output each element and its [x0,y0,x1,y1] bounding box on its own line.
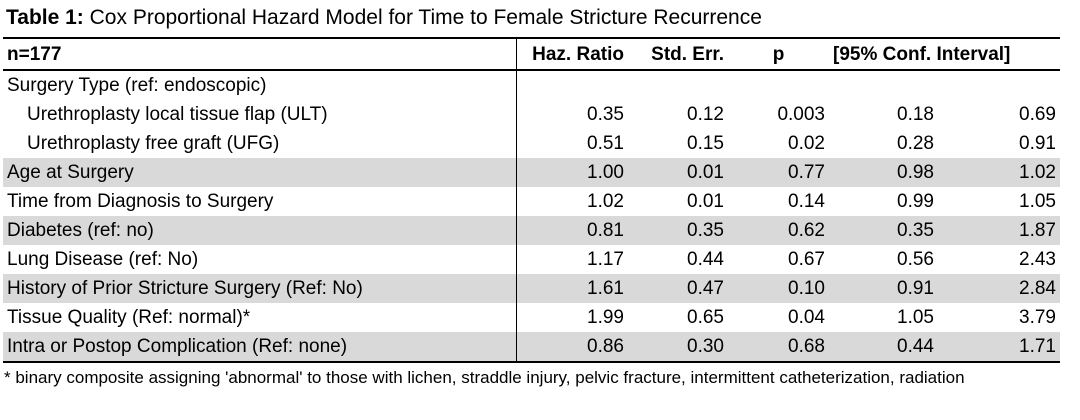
cell-ci-high [938,70,1060,100]
cell-ci-low: 0.99 [897,191,934,212]
cell-ci-high: 0.69 [1019,104,1056,125]
cell-ci-high: 1.05 [1019,191,1056,212]
header-p: p [728,37,829,71]
cell-std-err [628,70,728,100]
cell-ci-low: 0.98 [829,158,938,187]
table-row: Lung Disease (ref: No) 1.17 0.44 0.67 0.… [3,245,1060,274]
cell-ci-low: 0.18 [897,104,934,125]
cell-haz-ratio: 0.86 [516,332,628,363]
cell-std-err: 0.35 [628,216,728,245]
row-label: Urethroplasty free graft (UFG) [3,129,517,158]
row-label: Surgery Type (ref: endoscopic) [3,70,517,100]
cell-p: 0.68 [728,332,829,363]
row-label: Diabetes (ref: no) [3,216,517,245]
cell-ci-low [829,70,938,100]
cell-haz-ratio: 1.99 [587,307,624,328]
header-haz-ratio: Haz. Ratio [516,37,628,71]
cell-ci-low: 1.05 [897,307,934,328]
table-row: Age at Surgery 1.00 0.01 0.77 0.98 1.02 [3,158,1060,187]
cell-haz-ratio: 0.51 [587,133,624,154]
header-row: n=177 Haz. Ratio Std. Err. p [95% Conf. … [3,37,1060,71]
cell-ci-high: 1.71 [938,332,1060,363]
cell-std-err: 0.15 [687,133,724,154]
table-row: Intra or Postop Complication (Ref: none)… [3,332,1060,363]
table-row: Diabetes (ref: no) 0.81 0.35 0.62 0.35 1… [3,216,1060,245]
cell-std-err: 0.30 [628,332,728,363]
cell-std-err: 0.44 [687,249,724,270]
cell-ci-low: 0.56 [897,249,934,270]
cell-ci-high: 3.79 [1019,307,1056,328]
cell-ci-high: 0.91 [1019,133,1056,154]
cell-p [728,70,829,100]
table-caption: Cox Proportional Hazard Model for Time t… [89,6,762,29]
cell-haz-ratio: 1.02 [587,191,624,212]
cell-ci-high: 1.87 [938,216,1060,245]
table-row: Tissue Quality (Ref: normal)* 1.99 0.65 … [3,303,1060,332]
cell-ci-high: 2.84 [938,274,1060,303]
cell-ci-low: 0.91 [829,274,938,303]
table-number: Table 1: [6,6,84,29]
row-label: Intra or Postop Complication (Ref: none) [3,332,517,363]
cell-haz-ratio [516,70,628,100]
row-label: Time from Diagnosis to Surgery [3,187,517,216]
cell-ci-high: 1.02 [938,158,1060,187]
cell-std-err: 0.65 [687,307,724,328]
cell-haz-ratio: 1.61 [516,274,628,303]
header-std-err: Std. Err. [628,37,728,71]
row-label: Tissue Quality (Ref: normal)* [3,303,517,332]
row-label: Urethroplasty local tissue flap (ULT) [3,100,517,129]
cell-p: 0.67 [788,249,825,270]
cell-haz-ratio: 1.17 [587,249,624,270]
cell-haz-ratio: 0.35 [587,104,624,125]
table-row: Time from Diagnosis to Surgery 1.02 0.01… [3,187,1060,216]
cell-ci-low: 0.44 [829,332,938,363]
cell-p: 0.02 [788,133,825,154]
header-conf-interval: [95% Conf. Interval] [829,37,1060,71]
cell-std-err: 0.12 [687,104,724,125]
cell-std-err: 0.01 [628,158,728,187]
cell-std-err: 0.01 [687,191,724,212]
cell-p: 0.77 [728,158,829,187]
cell-p: 0.62 [728,216,829,245]
cell-p: 0.04 [788,307,825,328]
table-title: Table 1: Cox Proportional Hazard Model f… [6,5,762,31]
row-label: Age at Surgery [3,158,517,187]
row-label: Lung Disease (ref: No) [3,245,517,274]
cell-haz-ratio: 1.00 [516,158,628,187]
table-row: Urethroplasty free graft (UFG) 0.51 0.15… [3,129,1060,158]
table-row: Urethroplasty local tissue flap (ULT) 0.… [3,100,1060,129]
header-n: n=177 [3,37,517,71]
table-row: History of Prior Stricture Surgery (Ref:… [3,274,1060,303]
cell-p: 0.14 [788,191,825,212]
table-row: Surgery Type (ref: endoscopic) [3,70,1060,100]
hazard-model-table: n=177 Haz. Ratio Std. Err. p [95% Conf. … [3,37,1060,363]
cell-p: 0.10 [728,274,829,303]
cell-std-err: 0.47 [628,274,728,303]
cell-ci-low: 0.28 [897,133,934,154]
cell-haz-ratio: 0.81 [516,216,628,245]
row-label: History of Prior Stricture Surgery (Ref:… [3,274,517,303]
cell-ci-low: 0.35 [829,216,938,245]
table-footnote: * binary composite assigning 'abnormal' … [4,368,965,387]
cell-p: 0.003 [777,104,825,125]
cell-ci-high: 2.43 [1019,249,1056,270]
